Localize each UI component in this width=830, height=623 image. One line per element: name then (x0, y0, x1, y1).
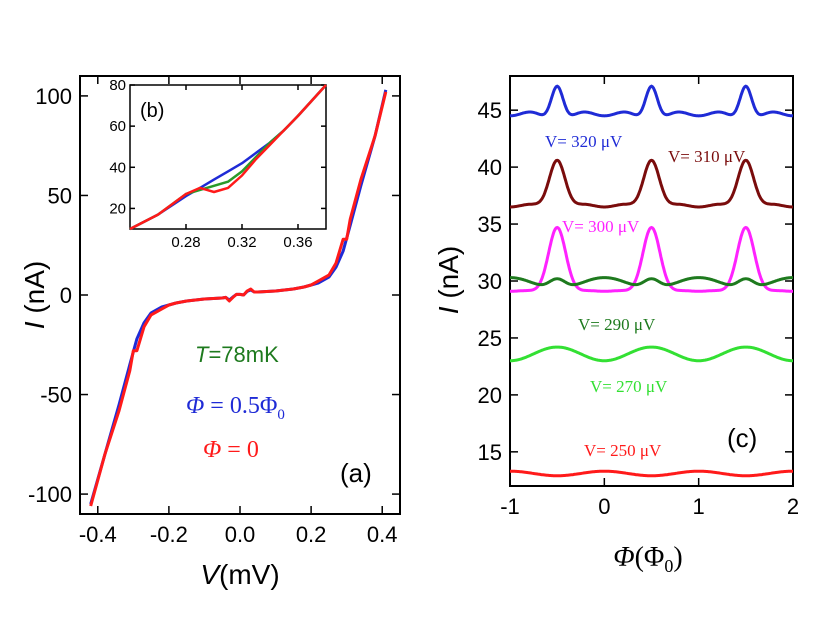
x-tick-label: 1 (693, 494, 705, 519)
y-tick-label: 35 (478, 212, 502, 237)
series-line (509, 84, 794, 118)
phi-half-annotation: Φ = 0.5Φ0 (186, 393, 285, 423)
series-line (89, 91, 388, 507)
y-tick-label: -50 (40, 383, 72, 408)
curve-label: V= 310 μV (668, 147, 746, 166)
y-tick-label: 50 (48, 183, 72, 208)
panel-c-curves (509, 84, 794, 478)
y-tick-label: 40 (109, 159, 126, 176)
panel-a-ticks: -0.4 -0.2 0.0 0.2 0.4 -100 -50 0 50 100 (28, 76, 400, 547)
curve-label: V= 320 μV (545, 132, 623, 151)
panel-a-ylabel: I (nA) (19, 261, 50, 329)
x-tick-label: -1 (500, 494, 520, 519)
y-tick-label: 15 (478, 440, 502, 465)
panel-b-label: (b) (140, 100, 164, 122)
y-tick-label: 80 (109, 77, 126, 94)
phi-zero-annotation: Φ = 0 (203, 437, 259, 463)
x-tick-label: 0.2 (296, 522, 327, 547)
x-tick-label: 0.4 (367, 522, 398, 547)
panel-b-inset: 0.28 0.32 0.36 20 40 60 80 (b) (109, 77, 327, 251)
panel-b-curves (129, 84, 327, 231)
x-tick-label: 2 (787, 494, 799, 519)
x-tick-label: -0.2 (150, 522, 188, 547)
series-line (129, 84, 327, 231)
series-line (510, 276, 793, 287)
y-tick-label: -100 (28, 482, 72, 507)
panel-a-label: (a) (340, 458, 372, 488)
panel-a-curves (89, 89, 388, 507)
curve-label: V= 290 μV (578, 315, 656, 334)
panel-a: -0.4 -0.2 0.0 0.2 0.4 -100 -50 0 50 100 (a) T=78m… (19, 75, 401, 590)
panel-c-ylabel: I (nA) (433, 246, 464, 314)
panel-c-curve-labels: V= 320 μV V= 310 μV V= 300 μV V= 290 μV V= 2… (545, 132, 746, 460)
y-tick-label: 20 (109, 200, 126, 217)
panel-a-xlabel: V(mV) (200, 559, 279, 590)
y-tick-label: 100 (35, 84, 72, 109)
panel-c-xlabel: Φ(Φ0) (613, 542, 682, 576)
series-line (510, 158, 793, 209)
panel-c-label: (c) (727, 423, 757, 453)
panel-b-ticks: 0.28 0.32 0.36 20 40 60 80 (109, 77, 326, 251)
y-tick-label: 45 (478, 98, 502, 123)
series-line (510, 225, 793, 293)
series-line (510, 469, 793, 478)
y-tick-label: 60 (109, 118, 126, 135)
x-tick-label: 0.36 (283, 234, 312, 251)
curve-label: V= 270 μV (590, 377, 668, 396)
curve-label: V= 250 μV (584, 441, 662, 460)
x-tick-label: 0.0 (225, 522, 256, 547)
y-tick-label: 0 (60, 283, 72, 308)
y-tick-label: 30 (478, 269, 502, 294)
series-line (510, 345, 793, 363)
y-tick-label: 25 (478, 326, 502, 351)
curve-label: V= 300 μV (562, 217, 640, 236)
x-tick-label: 0 (598, 494, 610, 519)
x-tick-label: -0.4 (79, 522, 117, 547)
temperature-annotation: T=78mK (195, 342, 279, 367)
y-tick-label: 40 (478, 155, 502, 180)
x-tick-label: 0.28 (171, 234, 200, 251)
panel-c-ticks: -1 0 1 2 15 20 25 30 35 40 45 (478, 76, 799, 519)
x-tick-label: 0.32 (227, 234, 256, 251)
y-tick-label: 20 (478, 383, 502, 408)
panel-b-frame (129, 84, 327, 230)
